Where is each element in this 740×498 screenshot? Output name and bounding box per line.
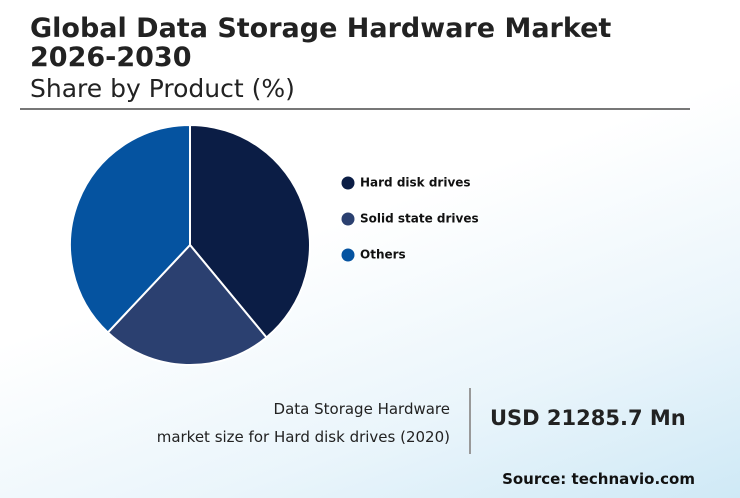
divider [469, 388, 471, 454]
legend-marker [341, 248, 355, 262]
legend-label: Hard disk drives [360, 176, 471, 190]
chart-subtitle: Share by Product (%) [30, 74, 295, 103]
chart-title: Global Data Storage Hardware Market 2026… [30, 13, 612, 73]
rule [20, 108, 690, 110]
pie-slice [106, 243, 268, 366]
legend-label: Others [360, 248, 406, 262]
legend-marker [341, 176, 355, 190]
caption: market size for Hard disk drives (2020) [156, 428, 450, 446]
legend-marker [341, 212, 355, 226]
source: Source: technavio.com [502, 470, 695, 488]
legend-label: Solid state drives [360, 212, 479, 226]
caption: Data Storage Hardware [273, 400, 450, 418]
pie-slice [69, 123, 191, 334]
market-value: USD 21285.7 Mn [490, 406, 686, 430]
pie-slice [189, 123, 311, 339]
